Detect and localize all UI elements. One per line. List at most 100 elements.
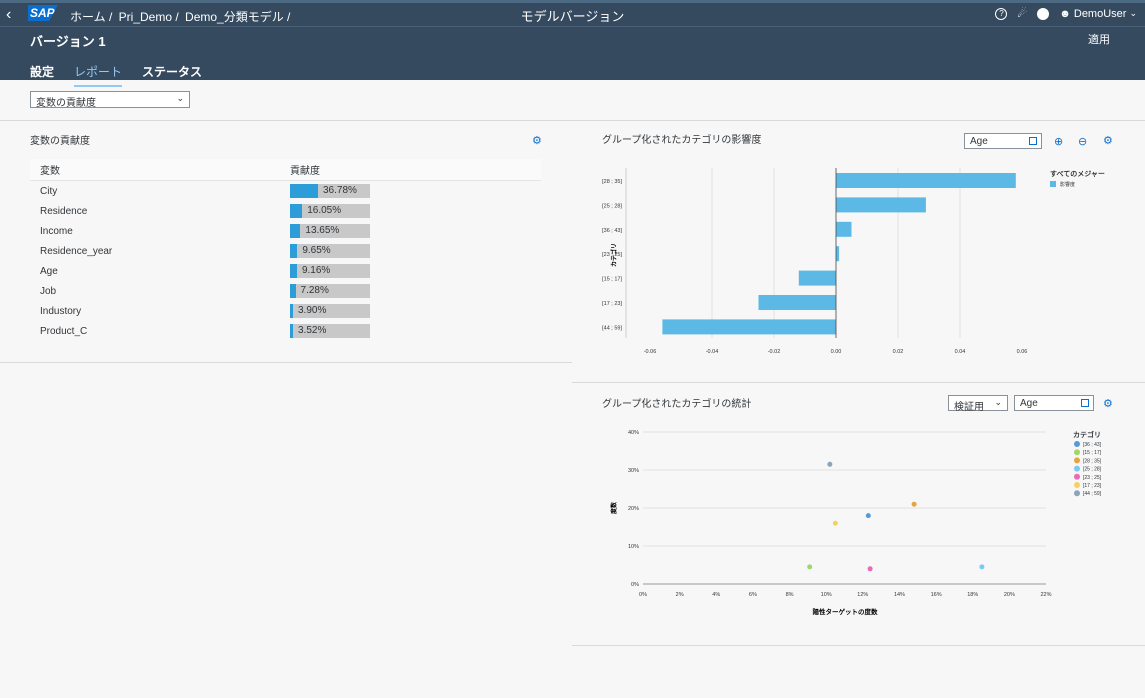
- table-row[interactable]: Residence 16.05%: [30, 201, 541, 221]
- value-help-icon[interactable]: [1029, 137, 1037, 145]
- contribution-cell: 36.78%: [290, 184, 541, 198]
- x-tick-label: 6%: [749, 592, 757, 598]
- bar: [758, 295, 836, 310]
- tab-report[interactable]: レポート: [74, 63, 123, 87]
- panel-divider: [0, 362, 572, 363]
- panel-divider: [572, 382, 1145, 383]
- help-icon[interactable]: ?: [995, 7, 1008, 20]
- contribution-cell: 9.65%: [290, 244, 541, 258]
- zoom-in-icon[interactable]: ⊕: [1054, 136, 1064, 148]
- variable-name: Industory: [40, 305, 82, 317]
- contribution-cell: 3.90%: [290, 304, 541, 318]
- value-help-icon[interactable]: [1081, 399, 1089, 407]
- x-tick-label: 22%: [1040, 592, 1051, 598]
- gear-icon[interactable]: ⚙: [1103, 135, 1113, 147]
- y-axis-label: カテゴリ: [610, 243, 618, 267]
- chevron-down-icon: ⌄: [994, 397, 1002, 407]
- table-row[interactable]: Income 13.65%: [30, 221, 541, 241]
- x-tick-label: 4%: [712, 592, 720, 598]
- breadcrumb-space[interactable]: Pri_Demo /: [118, 10, 179, 24]
- contribution-value: 13.65%: [305, 225, 340, 236]
- influence-variable-value: Age: [970, 136, 988, 147]
- x-tick-label: 18%: [967, 592, 978, 598]
- tab-settings[interactable]: 設定: [30, 65, 55, 79]
- legend-label: [25 ; 28]: [1083, 467, 1102, 473]
- breadcrumb-model[interactable]: Demo_分類モデル /: [185, 10, 291, 24]
- megaphone-icon[interactable]: ☄: [1017, 8, 1028, 20]
- gear-icon[interactable]: ⚙: [1103, 398, 1113, 410]
- x-tick-label: -0.04: [706, 349, 719, 355]
- x-tick-label: 8%: [786, 592, 794, 598]
- legend-title: カテゴリ: [1073, 430, 1101, 439]
- user-icon: ☻: [1059, 7, 1071, 20]
- contribution-table: 変数 貢献度 City 36.78% Residence 16.05% Income 13…: [30, 159, 541, 341]
- x-tick-label: 0%: [639, 592, 647, 598]
- table-header: 変数 貢献度: [30, 159, 541, 181]
- y-axis-label: 度数: [610, 501, 618, 514]
- sap-logo[interactable]: SAP: [28, 5, 58, 21]
- scatter-point: [979, 564, 985, 570]
- contribution-bar-fill: [290, 244, 298, 258]
- x-tick-label: -0.02: [768, 349, 781, 355]
- table-row[interactable]: Product_C 3.52%: [30, 321, 541, 341]
- variable-name: City: [40, 185, 58, 197]
- contribution-bar: 7.28%: [290, 284, 370, 298]
- gear-icon[interactable]: ⚙: [532, 135, 542, 147]
- shell-bar: ‹ SAP ホーム / Pri_Demo / Demo_分類モデル / モデルバ…: [0, 0, 1145, 87]
- chevron-down-icon: ⌄: [176, 93, 184, 103]
- chevron-down-icon: ⌄: [1129, 8, 1137, 18]
- y-tick-label: 20%: [628, 506, 639, 512]
- globe-icon[interactable]: [1037, 7, 1050, 20]
- contribution-bar: 9.65%: [290, 244, 370, 258]
- x-tick-label: 12%: [857, 592, 868, 598]
- tab-bar: 設定 レポート ステータス: [30, 63, 202, 87]
- x-tick-label: 16%: [931, 592, 942, 598]
- influence-variable-input[interactable]: Age: [964, 133, 1042, 149]
- table-row[interactable]: Age 9.16%: [30, 261, 541, 281]
- x-tick-label: 0.02: [893, 349, 904, 355]
- shell-divider: [0, 26, 1145, 27]
- legend-swatch: [1074, 457, 1080, 464]
- report-select[interactable]: 変数の貢献度 ⌄: [30, 91, 190, 109]
- contribution-bar-fill: [290, 304, 293, 318]
- category-label: [17 ; 23]: [602, 301, 622, 307]
- table-row[interactable]: Residence_year 9.65%: [30, 241, 541, 261]
- zoom-out-icon[interactable]: ⊖: [1078, 136, 1088, 148]
- legend-label: [23 ; 25]: [1083, 475, 1102, 481]
- x-tick-label: 0.06: [1017, 349, 1028, 355]
- stats-variable-input[interactable]: Age: [1014, 395, 1094, 411]
- table-row[interactable]: Industory 3.90%: [30, 301, 541, 321]
- contribution-bar-fill: [290, 204, 303, 218]
- header-variable: 変数: [40, 166, 60, 177]
- tab-status[interactable]: ステータス: [142, 65, 203, 79]
- apply-button[interactable]: 適用: [1088, 34, 1110, 46]
- bar: [836, 246, 840, 262]
- stats-scatter-chart: 0% 10% 20% 30% 40% 0% 2% 4% 6% 8% 10% 12% 14% 16% 18% 2…: [610, 430, 1102, 616]
- panel-divider: [572, 645, 1145, 646]
- legend-swatch: [1074, 441, 1080, 447]
- contribution-value: 3.90%: [298, 305, 327, 316]
- variable-name: Residence: [40, 205, 88, 217]
- bar: [836, 173, 1016, 188]
- table-row[interactable]: City 36.78%: [30, 181, 541, 201]
- user-menu[interactable]: ☻ DemoUser ⌄: [1059, 8, 1137, 20]
- x-tick-label: 2%: [676, 592, 684, 598]
- report-select-value: 変数の貢献度: [36, 98, 96, 109]
- page-title: バージョン 1: [30, 34, 106, 49]
- legend-title: すべてのメジャー: [1050, 170, 1105, 178]
- category-label: [44 ; 59]: [602, 325, 622, 331]
- contribution-bar: 3.52%: [290, 324, 370, 338]
- y-tick-label: 30%: [628, 468, 639, 474]
- breadcrumb-home[interactable]: ホーム /: [70, 10, 113, 24]
- category-label: [15 ; 17]: [602, 277, 622, 283]
- contribution-bar-fill: [290, 324, 293, 338]
- legend-swatch: [1074, 490, 1080, 497]
- legend-label: [15 ; 17]: [1083, 450, 1102, 456]
- scatter-point: [867, 566, 873, 572]
- shell-actions: ? ☄ ☻ DemoUser ⌄: [995, 7, 1137, 20]
- back-icon[interactable]: ‹: [6, 6, 12, 23]
- x-tick-label: 0.00: [831, 349, 842, 355]
- dataset-select[interactable]: 検証用 ⌄: [948, 395, 1008, 413]
- table-row[interactable]: Job 7.28%: [30, 281, 541, 301]
- contribution-value: 9.65%: [302, 245, 331, 256]
